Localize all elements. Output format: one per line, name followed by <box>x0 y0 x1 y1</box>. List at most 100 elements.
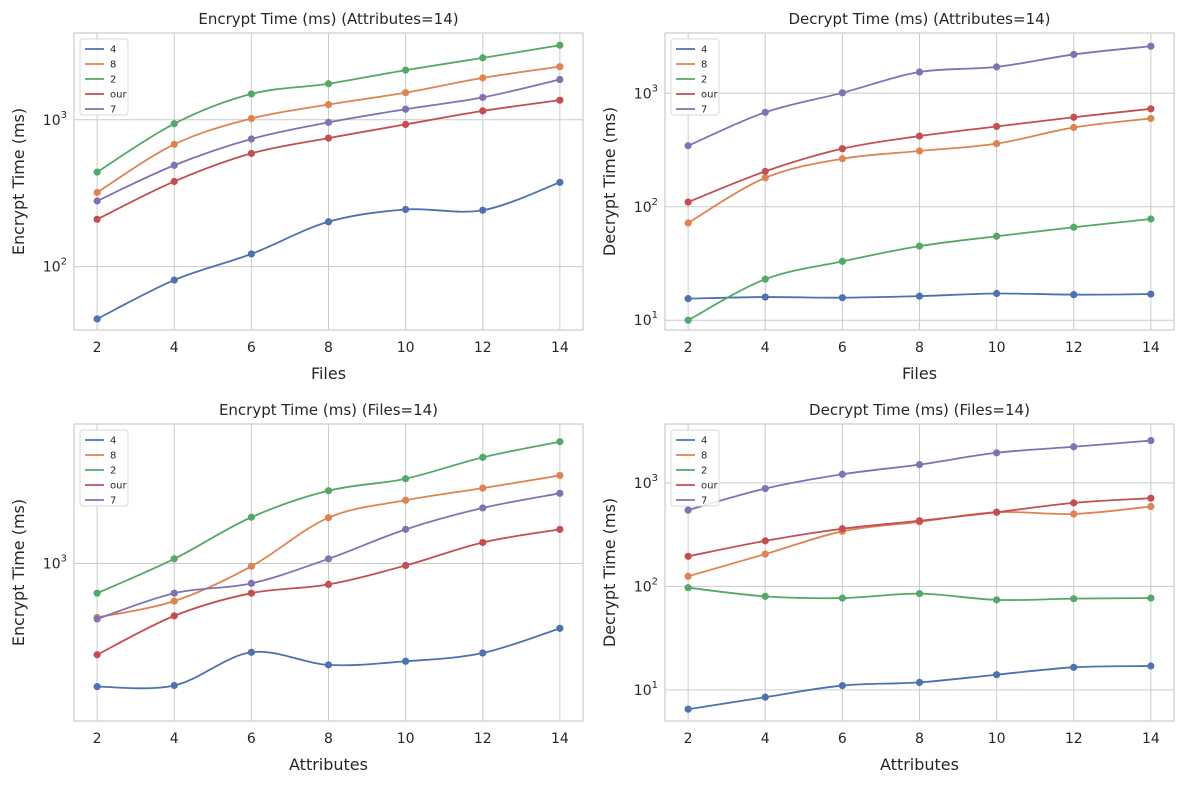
data-point-2 <box>761 275 769 283</box>
y-axis-label: Encrypt Time (ms) <box>9 499 28 646</box>
data-point-8 <box>556 471 564 480</box>
data-point-4 <box>1070 291 1078 299</box>
legend-label: 8 <box>701 60 707 71</box>
data-point-2 <box>1147 215 1155 223</box>
y-axis-label: Decrypt Time (ms) <box>600 107 619 256</box>
data-point-7 <box>761 108 769 116</box>
x-tick-label: 2 <box>684 731 693 747</box>
x-tick-label: 4 <box>761 731 770 747</box>
data-point-our <box>247 149 255 158</box>
data-point-7 <box>170 161 178 169</box>
data-point-2 <box>479 54 487 62</box>
data-point-our <box>993 122 1001 131</box>
legend-label: 4 <box>110 436 116 447</box>
data-point-7 <box>170 589 178 597</box>
data-point-7 <box>324 118 333 126</box>
data-point-our <box>479 538 487 547</box>
y-tick-label: 101 <box>634 680 658 699</box>
y-tick-label: 101 <box>634 310 658 329</box>
data-point-2 <box>838 594 846 602</box>
data-point-8 <box>170 597 178 605</box>
legend-label: 7 <box>701 105 707 116</box>
data-point-7 <box>556 489 564 497</box>
data-point-our <box>838 525 846 533</box>
y-tick-base: 10 <box>634 476 652 492</box>
legend-box <box>670 429 720 507</box>
data-point-8 <box>324 100 333 109</box>
data-point-8 <box>761 174 769 182</box>
x-axis-label: Attributes <box>880 755 959 774</box>
data-point-2 <box>684 584 692 592</box>
data-point-8 <box>1147 502 1155 511</box>
data-point-4 <box>838 681 846 690</box>
legend-label: our <box>110 90 127 101</box>
data-point-4 <box>479 649 487 657</box>
legend-label: 8 <box>701 451 707 462</box>
x-tick-label: 10 <box>988 731 1006 747</box>
data-point-2 <box>556 438 564 446</box>
plot-frame <box>73 32 584 331</box>
chart-title: Encrypt Time (ms) (Files=14) <box>219 401 438 419</box>
data-point-8 <box>402 496 410 504</box>
data-point-7 <box>915 460 924 469</box>
x-tick-label: 12 <box>1065 340 1083 356</box>
data-point-our <box>915 517 924 525</box>
legend-box <box>79 38 129 116</box>
y-tick-base: 10 <box>634 313 652 329</box>
data-point-our <box>402 120 410 129</box>
data-point-4 <box>761 693 769 701</box>
data-point-our <box>479 107 487 115</box>
data-point-8 <box>93 188 101 197</box>
y-tick-exponent: 2 <box>61 257 67 268</box>
data-point-7 <box>993 63 1001 71</box>
data-point-our <box>915 132 924 140</box>
data-point-our <box>1070 113 1078 121</box>
data-point-2 <box>402 475 410 483</box>
legend: 4 8 2 our 7 <box>79 429 129 507</box>
data-point-4 <box>247 250 255 258</box>
data-point-8 <box>684 572 692 580</box>
legend: 4 8 2 our 7 <box>670 429 720 507</box>
data-point-7 <box>915 68 924 76</box>
legend-label: our <box>110 481 127 492</box>
data-point-2 <box>993 232 1001 240</box>
y-tick-exponent: 2 <box>652 197 658 208</box>
y-axis-label: Decrypt Time (ms) <box>600 498 619 647</box>
data-point-our <box>93 651 101 659</box>
data-point-4 <box>1147 290 1155 298</box>
data-point-7 <box>684 142 692 150</box>
data-point-4 <box>170 681 178 690</box>
x-tick-label: 4 <box>170 731 179 747</box>
data-point-our <box>556 96 564 104</box>
data-point-our <box>684 198 692 206</box>
data-point-our <box>324 580 333 589</box>
data-point-8 <box>479 484 487 492</box>
data-point-2 <box>1070 223 1078 231</box>
x-tick-label: 14 <box>1142 340 1160 356</box>
y-tick-label: 102 <box>634 197 658 216</box>
x-tick-label: 14 <box>1142 731 1160 747</box>
y-tick-base: 10 <box>43 260 61 276</box>
data-point-8 <box>993 140 1001 148</box>
data-point-7 <box>838 470 846 478</box>
data-point-2 <box>915 590 924 598</box>
data-point-our <box>1070 499 1078 507</box>
data-point-4 <box>684 705 692 713</box>
plot-frame <box>664 423 1175 722</box>
legend-label: 2 <box>701 466 707 477</box>
data-point-4 <box>838 294 846 302</box>
data-point-7 <box>93 615 101 623</box>
legend-label: 2 <box>110 75 116 86</box>
chart-title: Encrypt Time (ms) (Attributes=14) <box>198 10 458 28</box>
data-point-our <box>93 215 101 223</box>
y-tick-exponent: 3 <box>652 473 658 484</box>
x-tick-label: 12 <box>1065 731 1083 747</box>
data-point-8 <box>247 114 255 123</box>
x-tick-label: 6 <box>838 731 847 747</box>
data-point-2 <box>170 555 178 563</box>
data-point-4 <box>479 206 487 214</box>
y-tick-base: 10 <box>634 86 652 102</box>
